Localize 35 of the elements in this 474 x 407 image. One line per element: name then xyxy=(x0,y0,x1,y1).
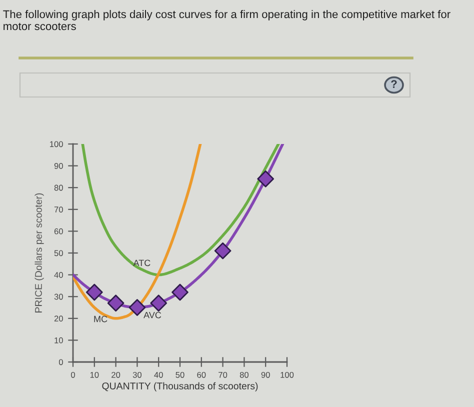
point xyxy=(107,294,124,312)
y-tick-label: 100 xyxy=(50,141,63,148)
point xyxy=(257,170,274,188)
y-tick-label: 0 xyxy=(58,359,63,366)
x-tick-label: 80 xyxy=(240,372,249,378)
x-tick-label: 50 xyxy=(176,372,184,378)
point xyxy=(150,294,168,312)
x-tick-label: 40 xyxy=(154,372,163,378)
x-tick-label: 0 xyxy=(71,372,75,378)
chart-title: The following graph plots daily cost curves for a firm operating in the competitive market for motor scooters xyxy=(3,10,450,30)
x-tick-label: 90 xyxy=(261,372,270,378)
x-tick-label: 60 xyxy=(197,372,206,378)
x-tick-label: 30 xyxy=(132,372,142,378)
point xyxy=(86,284,103,301)
y-tick-label: 60 xyxy=(54,228,63,234)
series-label: AVC xyxy=(144,312,162,318)
x-tick-label: 10 xyxy=(90,372,99,378)
text: ? xyxy=(391,80,397,88)
point xyxy=(214,242,232,260)
y-tick-label: 50 xyxy=(54,250,63,256)
y-tick-label: 10 xyxy=(54,337,63,344)
series-label: ATC xyxy=(133,260,150,266)
x-axis-title: QUANTITY (Thousands of scooters) xyxy=(102,382,258,392)
y-axis-title: PRICE (Dollars per scooter) xyxy=(34,193,44,312)
y-tick-label: 80 xyxy=(54,184,63,191)
y-tick-label: 70 xyxy=(54,206,63,212)
x-tick-label: 20 xyxy=(112,372,120,378)
y-tick-label: 20 xyxy=(54,316,63,322)
series-label: MC xyxy=(94,316,108,322)
x-tick-label: 100 xyxy=(280,372,294,378)
y-tick-label: 90 xyxy=(54,163,63,169)
y-tick-label: 40 xyxy=(54,272,63,278)
point xyxy=(172,284,188,301)
y-tick-label: 30 xyxy=(54,294,63,300)
x-tick-label: 70 xyxy=(218,372,228,378)
